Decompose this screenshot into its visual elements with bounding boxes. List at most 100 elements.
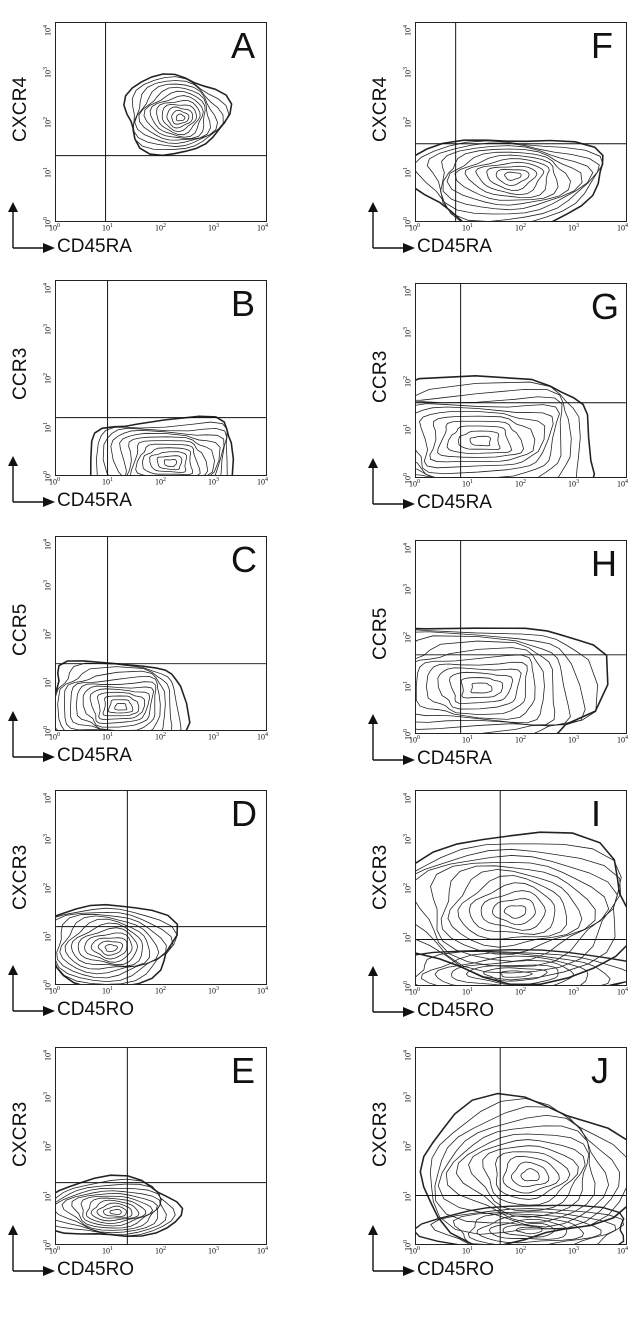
- contour-plot: [416, 23, 626, 221]
- contour-ring: [56, 913, 167, 979]
- contour-ring: [416, 855, 618, 968]
- contour-plot: [416, 284, 626, 477]
- contour-ring: [123, 73, 233, 157]
- x-tick-label: 102: [515, 987, 526, 997]
- axis-arrow-icon: [8, 202, 55, 253]
- panel-letter: C: [231, 539, 257, 580]
- y-axis-label: CXCR3: [370, 1101, 391, 1167]
- contour-ring: [503, 905, 527, 919]
- contour-ring: [434, 955, 589, 985]
- contour-ring: [416, 843, 622, 981]
- contour-ring: [480, 890, 546, 931]
- contour-ring: [96, 1202, 133, 1219]
- y-tick-label: 101: [403, 680, 413, 692]
- contour-ring: [495, 168, 530, 187]
- axis-arrow-icon: [368, 458, 415, 509]
- contour-ring: [102, 427, 228, 475]
- contour-ring: [80, 1195, 154, 1227]
- y-tick-label: 102: [43, 1141, 53, 1152]
- x-tick-label: 102: [155, 477, 166, 487]
- contour-ring: [416, 647, 545, 724]
- x-tick-label: 103: [568, 735, 579, 745]
- contour-ring: [84, 932, 133, 963]
- contour-ring: [504, 171, 522, 181]
- y-tick-label: 102: [403, 375, 413, 387]
- contour-ring: [102, 1205, 127, 1217]
- y-tick-label: 101: [43, 677, 53, 689]
- x-axis-label: CD45RA: [417, 236, 492, 257]
- y-axis-label: CCR5: [370, 607, 391, 660]
- contour-ring: [175, 113, 186, 122]
- contour-ring: [440, 865, 596, 955]
- x-tick-label: 101: [102, 732, 113, 742]
- y-tick-label: 104: [43, 25, 53, 36]
- contour-ring: [64, 670, 166, 730]
- contour-ring: [134, 83, 218, 144]
- x-tick-label: 100: [49, 223, 60, 233]
- y-tick-label: 101: [43, 167, 53, 178]
- x-tick-label: 100: [409, 987, 420, 997]
- contour-ring: [57, 666, 173, 730]
- y-axis-label: CXCR3: [10, 1101, 31, 1167]
- contour-plot: [56, 281, 266, 475]
- panel-letter: G: [591, 286, 620, 327]
- contour-lines: [56, 903, 179, 984]
- contour-ring: [77, 927, 138, 966]
- contour-ring: [452, 1211, 617, 1244]
- panel-letter: I: [591, 793, 602, 834]
- contour-ring: [109, 1208, 122, 1215]
- x-tick-label: 103: [208, 477, 219, 487]
- contour-ring: [430, 861, 610, 962]
- x-tick-label: 101: [102, 1246, 113, 1256]
- contour-lines: [56, 660, 191, 730]
- x-tick-label: 101: [462, 479, 473, 489]
- x-tick-label: 104: [617, 1246, 628, 1256]
- contour-ring: [416, 1204, 625, 1244]
- contour-ring: [161, 103, 197, 133]
- y-tick-label: 103: [43, 67, 53, 78]
- contour-ring: [469, 435, 491, 447]
- x-tick-label: 100: [49, 477, 60, 487]
- plot-area: [415, 283, 627, 478]
- contour-lines: [416, 139, 604, 221]
- y-tick-label: 101: [403, 1190, 413, 1202]
- contour-ring: [467, 1213, 602, 1244]
- y-axis-label: CXCR4: [370, 76, 391, 142]
- contour-ring: [90, 937, 128, 960]
- y-tick-label: 101: [43, 422, 53, 433]
- contour-ring: [468, 882, 556, 935]
- contour-ring: [446, 151, 571, 206]
- y-tick-label: 101: [403, 932, 413, 943]
- contour-plot: [56, 537, 266, 730]
- contour-ring: [108, 699, 134, 714]
- contour-ring: [437, 1114, 610, 1228]
- contour-plot: [56, 23, 266, 221]
- contour-ring: [449, 671, 514, 704]
- contour-ring: [510, 1161, 550, 1188]
- contour-ring: [500, 970, 533, 978]
- contour-ring: [135, 443, 201, 475]
- x-tick-label: 101: [462, 987, 473, 997]
- y-tick-label: 101: [43, 931, 53, 943]
- x-axis-label: CD45RA: [417, 748, 492, 769]
- contour-ring: [416, 951, 626, 985]
- x-tick-label: 102: [155, 986, 166, 996]
- contour-ring: [131, 76, 230, 151]
- contour-ring: [419, 411, 546, 469]
- contour-ring: [437, 667, 522, 710]
- contour-ring: [447, 869, 583, 948]
- contour-ring: [416, 848, 621, 974]
- contour-ring: [425, 661, 528, 715]
- plot-area: [55, 1047, 267, 1245]
- y-tick-label: 103: [43, 1091, 53, 1103]
- y-tick-label: 102: [403, 117, 413, 128]
- contour-ring: [464, 158, 550, 199]
- y-tick-label: 102: [403, 1141, 413, 1152]
- y-tick-label: 102: [43, 882, 53, 894]
- panel-letter: D: [231, 793, 257, 834]
- x-axis-label: CD45RO: [417, 1259, 495, 1280]
- x-axis-label: CD45RO: [417, 1000, 495, 1021]
- x-tick-label: 100: [49, 986, 60, 996]
- x-tick-label: 102: [515, 223, 526, 233]
- contour-ring: [156, 100, 201, 136]
